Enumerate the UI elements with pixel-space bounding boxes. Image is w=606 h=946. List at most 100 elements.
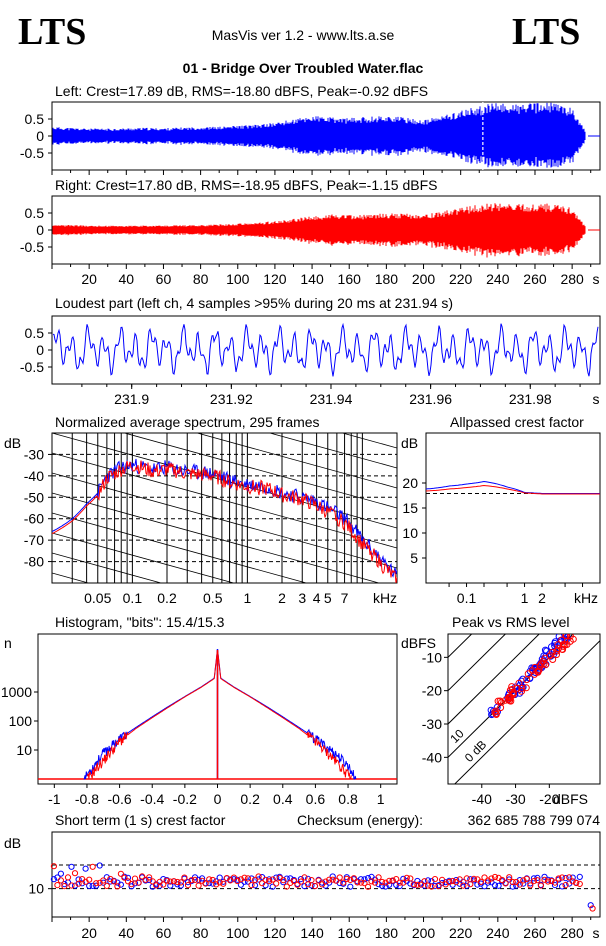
short-term-point-right xyxy=(206,876,213,883)
allpassed-xtick-label: 0.1 xyxy=(457,590,477,606)
short-term-point-right xyxy=(375,874,382,881)
short-term-point-right xyxy=(283,883,290,890)
peak-vs-rms-point-right xyxy=(563,634,570,640)
short-term-point-right xyxy=(424,882,432,889)
peak-vs-rms-xtick-label: -30 xyxy=(505,791,525,807)
spectrum-ylabel: dB xyxy=(4,435,21,451)
short-term-point-right xyxy=(230,874,237,881)
short-term-point-left xyxy=(50,876,58,883)
loudest-ytick-label: 0 xyxy=(36,342,44,358)
short-term-point-right xyxy=(435,883,442,890)
short-term-point-right xyxy=(124,878,132,885)
short-term-xtick-label: 120 xyxy=(263,925,287,941)
short-term-point-right xyxy=(259,880,266,887)
left-waveform-panel: Left: Crest=17.89 dB, RMS=-18.80 dBFS, P… xyxy=(20,83,601,175)
allpassed-series-left xyxy=(425,480,600,494)
histogram-xtick-label: -0.2 xyxy=(173,791,197,807)
right-xtick-label: 220 xyxy=(449,271,473,287)
spectrum-slope-line xyxy=(52,593,397,688)
short-term-point-right xyxy=(446,878,453,886)
peak-vs-rms-point-right xyxy=(492,707,500,715)
left-waveform-title: Left: Crest=17.89 dB, RMS=-18.80 dBFS, P… xyxy=(55,83,428,99)
right-xtick-label: 100 xyxy=(226,271,250,287)
short-term-point-left xyxy=(544,876,552,883)
right-xtick-label: 260 xyxy=(523,271,547,287)
short-term-point-right xyxy=(287,879,294,887)
short-term-point-right xyxy=(350,875,357,882)
short-term-xtick-label: 60 xyxy=(156,925,172,941)
allpassed-ytick-label: 15 xyxy=(402,500,418,516)
short-term-point-right xyxy=(463,875,470,882)
short-term-point-right xyxy=(576,880,583,888)
right-xtick-label: 80 xyxy=(193,271,209,287)
short-term-point-right xyxy=(89,863,96,870)
right-waveform-panel: Right: Crest=17.80 dB, RMS=-18.95 dBFS, … xyxy=(20,177,601,287)
short-term-point-right xyxy=(566,874,573,881)
short-term-point-right xyxy=(184,882,192,889)
short-term-point-right xyxy=(343,875,350,883)
short-term-point-right xyxy=(135,879,142,886)
short-term-point-left xyxy=(301,883,308,890)
peak-vs-rms-ytick-label: -10 xyxy=(422,649,442,665)
short-term-point-left xyxy=(213,878,220,885)
short-term-point-left xyxy=(396,882,403,890)
spectrum-xtick-label: 7 xyxy=(341,590,349,606)
histogram-panel: Histogram, "bits": 15.4/15.3 n 100010010… xyxy=(1,614,398,807)
short-term-point-left xyxy=(424,877,432,884)
peak-vs-rms-xtick-label: -40 xyxy=(472,791,492,807)
histogram-ytick-label: 100 xyxy=(9,713,33,729)
short-term-crest-title: Short term (1 s) crest factor xyxy=(55,812,226,828)
peak-vs-rms-crest-label: 10 xyxy=(447,726,467,746)
peak-vs-rms-point-right xyxy=(494,697,502,705)
peak-vs-rms-point-right xyxy=(522,684,530,692)
short-term-point-right xyxy=(177,879,184,886)
short-term-xtick-label: 280 xyxy=(560,925,584,941)
left-ytick-label: 0 xyxy=(36,128,44,144)
short-term-point-right xyxy=(354,879,361,886)
spectrum-xtick-label: 3 xyxy=(298,590,306,606)
right-xunit: s xyxy=(593,271,600,287)
left-ytick-label: 0.5 xyxy=(25,111,45,127)
histogram-ytick-label: 10 xyxy=(16,742,32,758)
short-term-point-right xyxy=(174,878,181,886)
peak-vs-rms-point-right xyxy=(540,660,548,668)
short-term-point-right xyxy=(244,875,252,882)
short-term-point-left xyxy=(82,865,89,872)
logo-left: LTS xyxy=(18,11,86,53)
short-term-point-right xyxy=(506,874,513,881)
short-term-point-right xyxy=(544,878,552,885)
right-wave xyxy=(52,203,586,258)
spectrum-slope-line xyxy=(52,472,397,569)
peak-vs-rms-point-right xyxy=(548,648,556,656)
short-term-point-right xyxy=(220,880,227,887)
spectrum-series-right xyxy=(52,460,397,583)
histogram-ylabel: n xyxy=(4,635,12,651)
peak-vs-rms-panel: Peak vs RMS level dBFS dBFS 0 dB10203040… xyxy=(401,614,601,807)
loudest-xtick-label: 231.92 xyxy=(210,391,253,407)
short-term-point-right xyxy=(311,882,319,890)
short-term-point-right xyxy=(103,882,110,890)
short-term-point-right xyxy=(262,876,269,883)
short-term-point-right xyxy=(379,878,386,886)
spectrum-slope-line xyxy=(52,512,308,583)
short-term-point-right xyxy=(523,875,530,883)
right-xtick-label: 240 xyxy=(486,271,510,287)
logo-right: LTS xyxy=(512,11,580,53)
spectrum-ytick-label: -60 xyxy=(24,511,44,527)
spectrum-slope-line xyxy=(52,673,397,768)
short-term-point-right xyxy=(93,880,100,887)
short-term-point-left xyxy=(530,875,538,882)
peak-vs-rms-point-right xyxy=(535,666,543,674)
peak-vs-rms-point-right xyxy=(549,656,557,663)
spectrum-slope-line xyxy=(52,492,381,583)
peak-vs-rms-point-right xyxy=(508,683,516,691)
histogram-xtick-label: 0 xyxy=(214,791,222,807)
right-xtick-label: 40 xyxy=(119,271,135,287)
loudest-xtick-label: 231.94 xyxy=(310,391,353,407)
short-term-point-right xyxy=(128,881,135,888)
allpassed-xunit: kHz xyxy=(574,590,598,606)
peak-vs-rms-ylabel: dBFS xyxy=(401,635,436,651)
peak-vs-rms-point-left xyxy=(519,675,527,683)
short-term-point-left xyxy=(283,875,290,882)
